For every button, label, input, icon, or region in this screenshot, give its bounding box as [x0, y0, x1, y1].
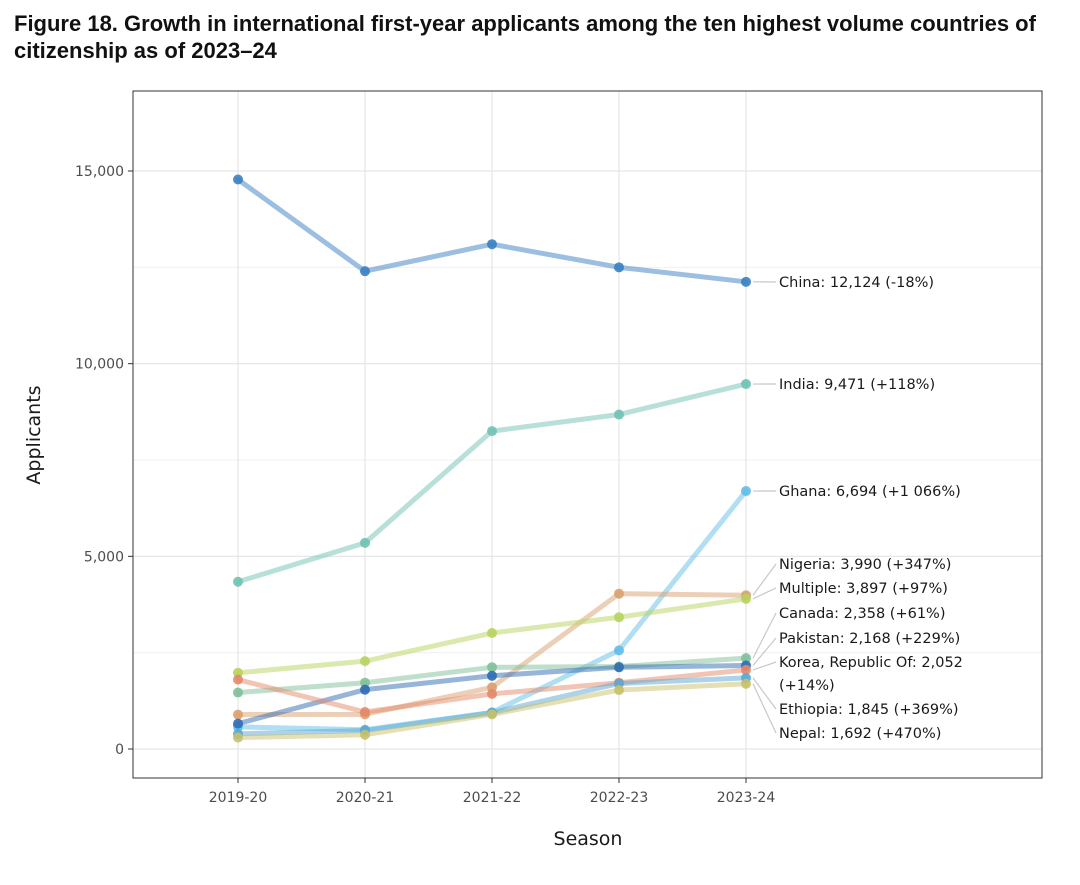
- series-end-label: Pakistan: 2,168 (+229%): [779, 631, 960, 647]
- data-point: [614, 662, 624, 673]
- series-end-label: India: 9,471 (+118%): [779, 377, 935, 393]
- data-point: [487, 670, 497, 681]
- data-point: [487, 688, 497, 699]
- label-leader-line: [752, 683, 777, 734]
- data-point: [360, 677, 370, 688]
- x-tick-label: 2023-24: [717, 790, 776, 806]
- plot-panel-border: [132, 90, 1043, 779]
- data-point: [741, 379, 751, 390]
- x-tick-label: 2022-23: [590, 790, 649, 806]
- label-leader-line: [752, 612, 777, 659]
- data-point: [233, 687, 243, 698]
- data-point: [741, 678, 751, 689]
- x-tick-label: 2019-20: [209, 790, 268, 806]
- data-point: [741, 664, 751, 675]
- data-point: [741, 276, 751, 287]
- series-end-label: Canada: 2,358 (+61%): [779, 606, 945, 622]
- series-end-label: Multiple: 3,897 (+97%): [779, 581, 948, 597]
- data-point: [487, 709, 497, 720]
- series-end-label: Ghana: 6,694 (+1 066%): [779, 484, 961, 500]
- x-axis-title: Season: [554, 828, 623, 850]
- data-point: [741, 486, 751, 497]
- data-point: [741, 593, 751, 604]
- y-tick-label: 10,000: [75, 357, 124, 373]
- data-point: [233, 709, 243, 720]
- data-point: [233, 732, 243, 743]
- y-tick-label: 0: [115, 742, 124, 758]
- data-point: [360, 684, 370, 695]
- x-tick-label: 2020-21: [336, 790, 395, 806]
- data-point: [233, 674, 243, 685]
- y-tick-label: 15,000: [75, 164, 124, 180]
- label-leader-line: [752, 661, 777, 671]
- data-point: [360, 729, 370, 740]
- data-point: [233, 576, 243, 587]
- y-axis-title: Applicants: [23, 385, 45, 484]
- axes: 0 5,000 10,000 15,000 2019-20 2020-21 2021-22 2…: [75, 164, 775, 806]
- data-point: [614, 685, 624, 696]
- data-point: [233, 718, 243, 729]
- data-point: [360, 266, 370, 277]
- figure-title: Figure 18. Growth in international first…: [14, 11, 1036, 63]
- label-leader-line: [752, 677, 777, 710]
- data-point: [360, 537, 370, 548]
- x-tick-label: 2021-22: [463, 790, 522, 806]
- data-point: [360, 656, 370, 667]
- label-leader-line: [752, 637, 777, 666]
- label-leader-line: [752, 587, 777, 600]
- data-point: [487, 426, 497, 437]
- data-point: [614, 645, 624, 656]
- data-point: [360, 707, 370, 718]
- data-point: [233, 174, 243, 185]
- data-point: [487, 239, 497, 250]
- series-end-label: Ethiopia: 1,845 (+369%): [779, 702, 959, 718]
- grid-lines: [133, 91, 1042, 778]
- data-point: [233, 667, 243, 678]
- series-end-label: Nepal: 1,692 (+470%): [779, 726, 941, 742]
- data-point: [741, 653, 751, 664]
- series-end-label: Korea, Republic Of: 2,052: [779, 655, 963, 671]
- label-leader-line: [752, 563, 777, 596]
- y-tick-label: 5,000: [84, 549, 124, 565]
- series-end-label: (+14%): [779, 678, 835, 694]
- series-points: [233, 174, 751, 743]
- data-point: [487, 662, 497, 673]
- series-end-label: Nigeria: 3,990 (+347%): [779, 557, 951, 573]
- data-point: [487, 628, 497, 639]
- series-end-label: China: 12,124 (-18%): [779, 275, 934, 291]
- data-point: [614, 588, 624, 599]
- data-point: [614, 409, 624, 420]
- data-point: [614, 612, 624, 623]
- end-labels: China: 12,124 (-18%) India: 9,471 (+118%)…: [752, 275, 963, 742]
- data-point: [614, 262, 624, 273]
